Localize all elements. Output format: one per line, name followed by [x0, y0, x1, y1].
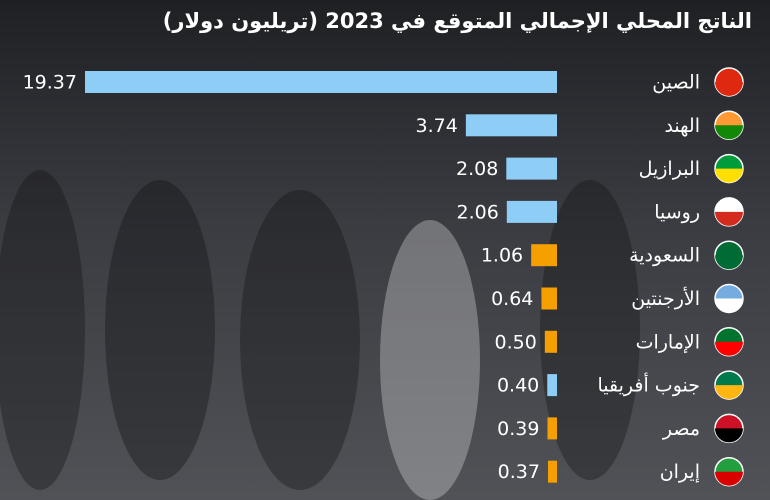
- flag-bottom: [715, 82, 743, 96]
- category-label: إيران: [660, 461, 700, 484]
- value-label: 0.39: [497, 418, 539, 440]
- bar: [541, 287, 557, 310]
- category-label: الصين: [652, 72, 700, 94]
- flag-bottom: [715, 341, 743, 356]
- flag-bottom: [715, 428, 743, 443]
- value-label: 3.74: [416, 115, 458, 137]
- bar: [544, 330, 557, 353]
- flag-icon: [714, 110, 744, 141]
- flag-bottom: [715, 298, 743, 313]
- flag-icon: [714, 413, 744, 444]
- category-label: الإمارات: [636, 331, 700, 353]
- bar: [547, 460, 557, 483]
- value-label: 0.64: [491, 288, 533, 310]
- bar: [547, 417, 557, 440]
- value-label: 0.50: [495, 331, 537, 353]
- category-label: الأرجنتين: [631, 287, 700, 310]
- flag-bottom: [715, 168, 743, 183]
- value-label: 2.08: [456, 158, 498, 180]
- value-label: 0.40: [497, 375, 539, 397]
- category-label: مصر: [662, 418, 700, 440]
- value-label: 19.37: [23, 72, 77, 94]
- flag-bottom: [715, 125, 743, 140]
- flag-icon: [714, 370, 744, 400]
- flag-bottom: [715, 385, 743, 400]
- flag-bottom: [715, 255, 743, 270]
- flag-bottom: [715, 211, 743, 226]
- chart-title: الناتج المحلي الإجمالي المتوقع في 2023 (…: [163, 9, 752, 33]
- bar: [506, 200, 557, 223]
- bar: [547, 374, 557, 397]
- value-label: 1.06: [481, 245, 523, 267]
- bar: [85, 71, 557, 93]
- photo-silhouettes: [0, 170, 640, 500]
- flag-icon: [714, 67, 744, 97]
- category-label: جنوب أفريقيا: [598, 373, 701, 397]
- category-label: البرازيل: [639, 158, 700, 180]
- value-label: 0.37: [498, 461, 540, 483]
- flag-icon: [714, 283, 744, 314]
- bar: [465, 114, 557, 137]
- flag-icon: [714, 327, 744, 357]
- category-label: روسيا: [654, 201, 700, 223]
- flag-icon: [714, 153, 744, 184]
- category-label: الهند: [664, 115, 700, 137]
- value-label: 2.06: [456, 201, 498, 223]
- flag-icon: [714, 197, 744, 227]
- flag-icon: [714, 240, 744, 270]
- bar: [531, 244, 557, 267]
- category-label: السعودية: [629, 245, 700, 267]
- flag-icon: [714, 456, 744, 487]
- flag-bottom: [715, 471, 743, 486]
- bar: [506, 157, 557, 180]
